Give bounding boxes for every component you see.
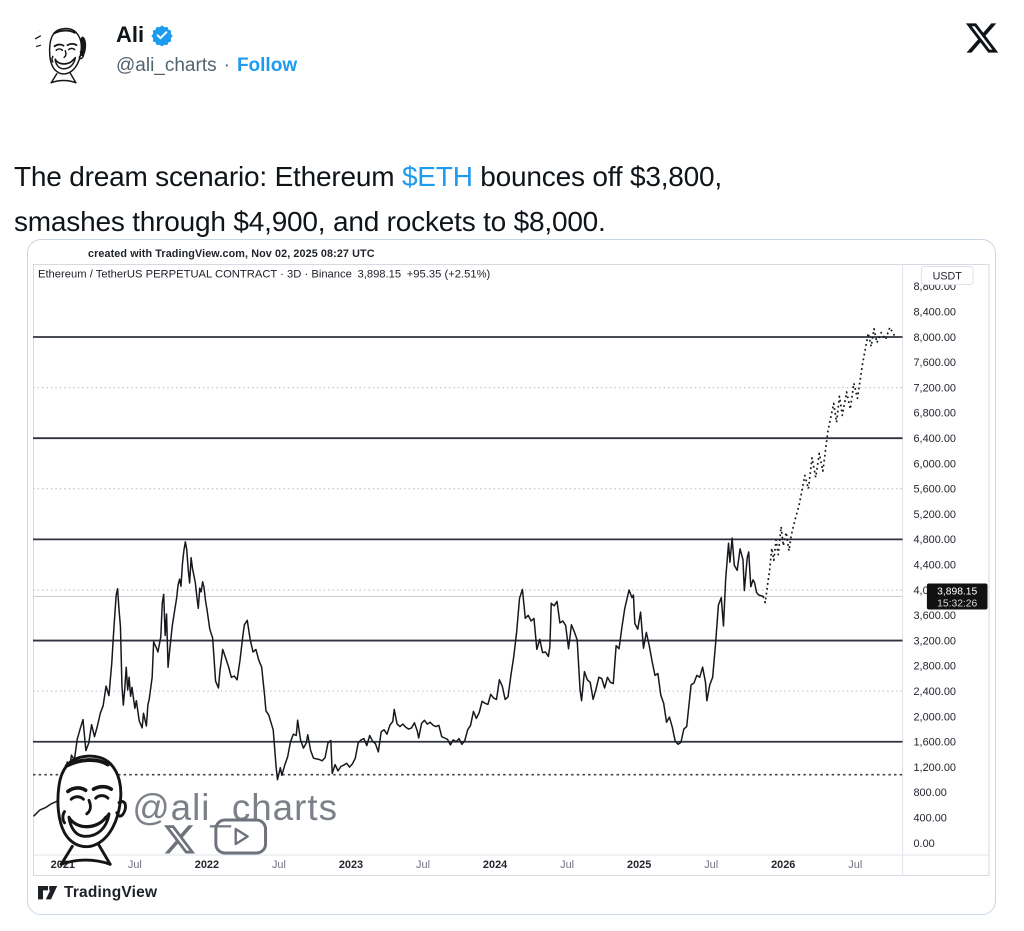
- tweet-text-run: smashes through $4,900, and rockets to $…: [14, 206, 606, 237]
- svg-text:2026: 2026: [771, 859, 795, 871]
- svg-text:Jul: Jul: [272, 859, 286, 871]
- avatar[interactable]: [30, 20, 96, 86]
- svg-text:400.00: 400.00: [913, 812, 946, 824]
- svg-text:5,200.00: 5,200.00: [913, 509, 956, 521]
- chart-image[interactable]: created with TradingView.com, Nov 02, 20…: [27, 239, 996, 915]
- svg-text:1,200.00: 1,200.00: [913, 762, 956, 774]
- svg-text:2,800.00: 2,800.00: [913, 661, 956, 673]
- tradingview-chart: 8,800.008,400.008,000.007,600.007,200.00…: [33, 264, 990, 876]
- svg-text:USDT: USDT: [933, 270, 963, 282]
- last-price-badge: 3,898.15 15:32:26: [926, 583, 988, 610]
- chart-caption: created with TradingView.com, Nov 02, 20…: [88, 248, 375, 260]
- svg-text:6,000.00: 6,000.00: [913, 458, 956, 470]
- tweet-text-run: bounces off $3,800,: [472, 161, 722, 192]
- svg-text:5,600.00: 5,600.00: [913, 484, 956, 496]
- chart-symbol-title: Ethereum / TetherUS PERPETUAL CONTRACT ·…: [38, 268, 491, 280]
- svg-text:8,400.00: 8,400.00: [913, 306, 956, 318]
- svg-text:6,400.00: 6,400.00: [913, 433, 956, 445]
- axis-unit-label: USDT: [920, 266, 974, 285]
- svg-text:3,600.00: 3,600.00: [913, 610, 956, 622]
- svg-text:2024: 2024: [483, 859, 508, 871]
- svg-text:7,200.00: 7,200.00: [913, 382, 956, 394]
- svg-text:800.00: 800.00: [913, 787, 946, 799]
- author-block: Ali @ali_charts · Follow: [116, 20, 297, 77]
- svg-text:2022: 2022: [195, 859, 219, 871]
- svg-text:4,800.00: 4,800.00: [913, 534, 956, 546]
- watermark-x-icon: [163, 825, 196, 854]
- author-handle[interactable]: @ali_charts: [116, 55, 217, 76]
- cashtag-link[interactable]: $ETH: [401, 161, 473, 192]
- tradingview-branding: TradingView: [37, 883, 995, 902]
- x-logo-icon[interactable]: [964, 20, 1000, 61]
- axis-tick-labels: 8,800.008,400.008,000.007,600.007,200.00…: [51, 281, 956, 871]
- bar-countdown: 15:32:26: [937, 598, 977, 609]
- svg-text:Jul: Jul: [704, 859, 718, 871]
- tradingview-logo-icon: [38, 886, 58, 900]
- svg-text:3,200.00: 3,200.00: [913, 635, 956, 647]
- svg-text:7,600.00: 7,600.00: [913, 357, 956, 369]
- svg-text:Jul: Jul: [128, 859, 142, 871]
- svg-text:0.00: 0.00: [913, 838, 934, 850]
- svg-text:2023: 2023: [339, 859, 363, 871]
- tweet-text: The dream scenario: Ethereum $ETH bounce…: [14, 154, 1014, 244]
- chart-frame: [33, 264, 990, 876]
- verified-badge-icon: [151, 25, 173, 46]
- watermark-handle: @ali_charts: [132, 787, 338, 828]
- follow-button[interactable]: Follow: [236, 55, 298, 76]
- svg-text:Jul: Jul: [848, 859, 862, 871]
- tweet-header: Ali @ali_charts · Follow: [30, 20, 1000, 86]
- svg-text:2,400.00: 2,400.00: [913, 686, 956, 698]
- svg-text:8,000.00: 8,000.00: [913, 332, 956, 344]
- tweet-text-run: The dream scenario: Ethereum: [14, 161, 402, 192]
- last-price-value: 3,898.15: [937, 586, 977, 597]
- chart-gridlines: [33, 336, 903, 776]
- svg-text:4,400.00: 4,400.00: [913, 559, 956, 571]
- chart-watermark: @ali_charts: [56, 754, 338, 867]
- svg-text:1,600.00: 1,600.00: [913, 737, 956, 749]
- svg-text:6,800.00: 6,800.00: [913, 408, 956, 420]
- price-series: [33, 326, 898, 817]
- author-name[interactable]: Ali: [116, 22, 145, 47]
- svg-text:Jul: Jul: [560, 859, 574, 871]
- separator-dot: ·: [223, 55, 230, 76]
- svg-text:Jul: Jul: [416, 859, 430, 871]
- svg-text:2,000.00: 2,000.00: [913, 711, 956, 723]
- svg-text:2025: 2025: [627, 859, 651, 871]
- watermark-youtube-icon: [214, 818, 268, 855]
- tradingview-label: TradingView: [64, 883, 158, 901]
